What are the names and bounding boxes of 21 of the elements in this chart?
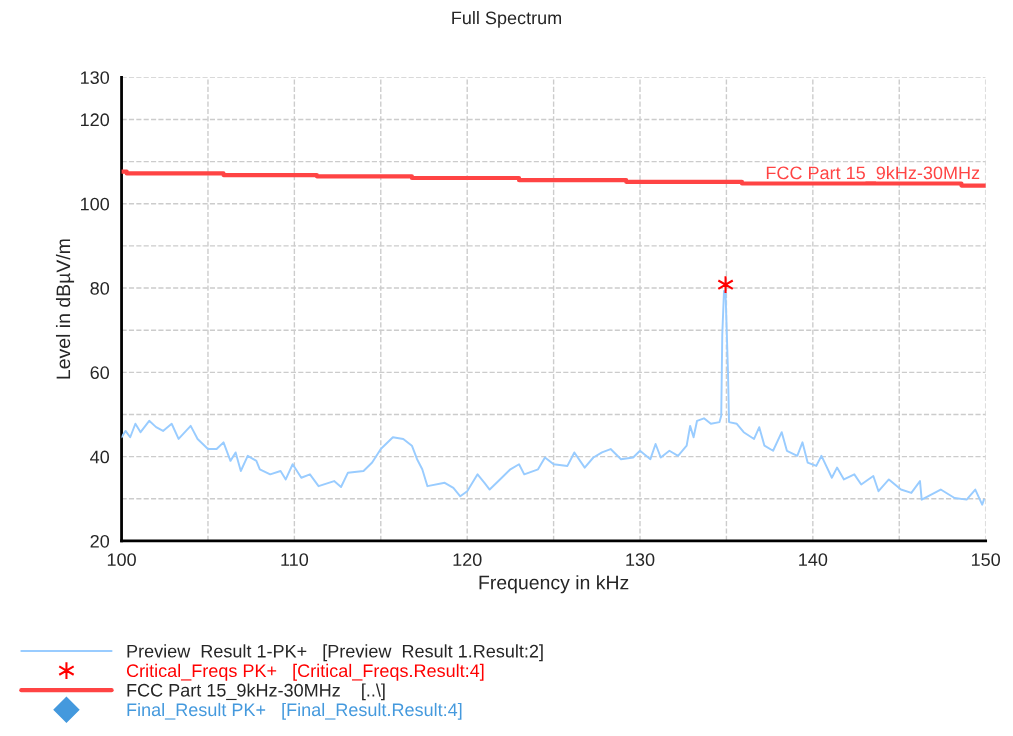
x-tick-label: 150 xyxy=(971,553,1001,567)
y-tick-label: 80 xyxy=(90,281,110,295)
text: Critical_Freqs PK+ [Critical_Freqs.Result:4] xyxy=(126,663,484,681)
chart-title: Full Spectrum xyxy=(452,11,561,28)
y-tick-label: 20 xyxy=(90,534,110,548)
x-tick-label: 130 xyxy=(626,553,655,567)
y-tick-label: 130 xyxy=(81,71,110,84)
y-axis-title: Level in dBµV/m xyxy=(55,239,75,379)
x-tick-label: 120 xyxy=(453,553,482,567)
annotation: FCC Part 15_9kHz-30MHz xyxy=(766,166,980,183)
x-tick-label: 110 xyxy=(281,553,309,567)
y-tick-label: 120 xyxy=(81,113,110,127)
y-tick-label: 100 xyxy=(81,197,110,211)
legend-label: Preview Result 1-PK+ [Preview Result 1.Result:2] xyxy=(127,644,543,662)
x-tick-label: 140 xyxy=(799,553,828,567)
x-tick-label: 100 xyxy=(107,553,136,567)
x-axis-title: Frequency in kHz xyxy=(479,575,629,594)
y-tick-label: 40 xyxy=(90,450,110,464)
y-tick-label: 60 xyxy=(90,366,110,380)
legend-label: FCC Part 15_9kHz-30MHz [..\] xyxy=(127,683,385,701)
legend-label: Final_Result PK+ [Final_Result.Result:4] xyxy=(127,702,462,720)
